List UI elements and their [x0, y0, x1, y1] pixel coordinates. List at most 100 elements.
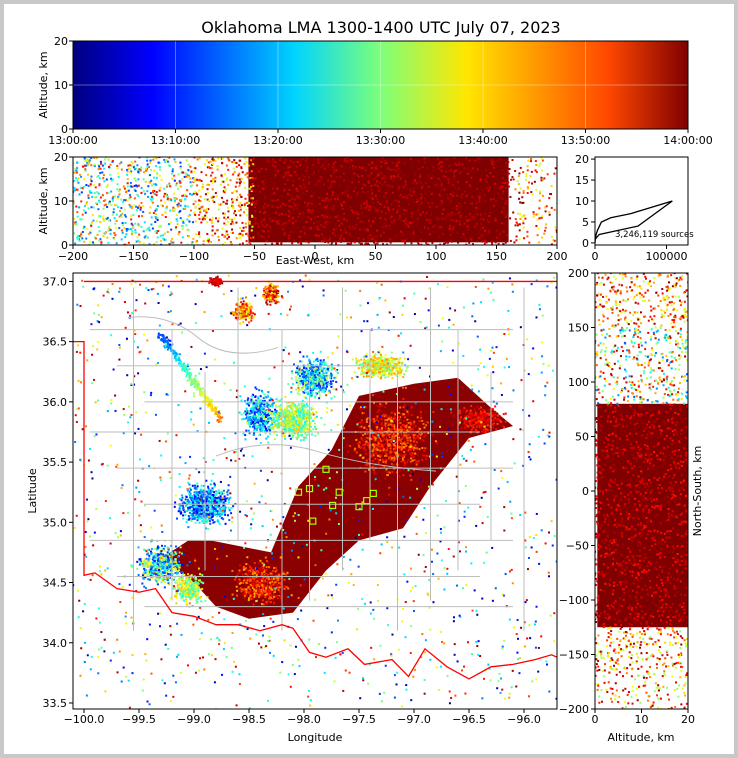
east-west-source-dot — [110, 204, 113, 207]
east-west-source-dot — [168, 182, 171, 185]
lightning-source-dot — [259, 441, 262, 444]
east-west-source-dot — [126, 199, 129, 202]
east-west-source-dot — [173, 197, 176, 200]
lightning-source-dot — [194, 517, 197, 520]
east-west-source-dot — [310, 195, 313, 198]
east-west-source-dot — [245, 240, 248, 243]
east-west-source-dot — [357, 213, 360, 216]
east-west-source-dot — [274, 178, 277, 181]
east-west-source-dot — [552, 239, 555, 242]
lightning-source-dot — [310, 376, 313, 379]
east-west-axis-tick-label: 100 — [426, 250, 447, 263]
lightning-source-dot — [198, 507, 201, 510]
east-west-source-dot — [535, 213, 538, 216]
east-west-source-dot — [219, 183, 222, 186]
east-west-source-dot — [104, 232, 107, 235]
east-west-source-dot — [263, 179, 266, 182]
east-west-source-dot — [96, 175, 99, 178]
east-west-source-dot — [479, 213, 482, 216]
east-west-source-dot — [461, 163, 464, 166]
lightning-source-dot — [254, 405, 257, 408]
east-west-source-dot — [514, 224, 517, 227]
east-west-source-dot — [203, 198, 206, 201]
east-west-source-dot — [311, 173, 314, 176]
east-west-source-dot — [137, 239, 140, 242]
lightning-source-dot — [170, 567, 173, 570]
east-west-source-dot — [188, 220, 191, 223]
east-west-source-dot — [454, 169, 457, 172]
east-west-source-dot — [541, 215, 544, 218]
lightning-source-dot — [227, 506, 230, 509]
east-west-source-dot — [114, 222, 117, 225]
lightning-source-dot — [309, 383, 312, 386]
lightning-source-dot — [330, 368, 333, 371]
east-west-source-dot — [384, 212, 387, 215]
east-west-source-dot — [274, 199, 277, 202]
lightning-source-dot — [277, 422, 280, 425]
east-west-source-dot — [315, 182, 318, 185]
lightning-source-dot — [315, 387, 318, 390]
east-west-source-dot — [320, 240, 323, 243]
east-west-source-dot — [520, 215, 523, 218]
lightning-source-dot — [317, 366, 320, 369]
east-west-source-dot — [179, 204, 182, 207]
east-west-source-dot — [303, 164, 306, 167]
east-west-source-dot — [448, 178, 451, 181]
east-west-source-dot — [165, 159, 168, 162]
east-west-source-dot — [424, 200, 427, 203]
east-west-source-dot — [95, 196, 98, 199]
east-west-source-dot — [199, 200, 202, 203]
east-west-source-dot — [424, 182, 427, 185]
east-west-source-dot — [454, 162, 457, 165]
lightning-source-dot — [174, 551, 177, 554]
east-west-source-dot — [480, 222, 483, 225]
east-west-source-dot — [230, 231, 233, 234]
east-west-source-dot — [497, 171, 500, 174]
east-west-source-dot — [200, 221, 203, 224]
east-west-source-dot — [532, 215, 535, 218]
east-west-source-dot — [337, 216, 340, 219]
east-west-source-dot — [139, 206, 142, 209]
lightning-source-dot — [306, 385, 309, 388]
lightning-source-dot — [176, 582, 179, 585]
lightning-source-dot — [194, 507, 197, 510]
east-west-source-dot — [324, 222, 327, 225]
lightning-source-dot — [260, 419, 263, 422]
east-west-source-dot — [423, 228, 426, 231]
east-west-source-dot — [136, 236, 139, 239]
east-west-source-dot — [340, 165, 343, 168]
lightning-source-dot — [217, 501, 220, 504]
lightning-source-dot — [322, 386, 325, 389]
east-west-source-dot — [332, 216, 335, 219]
east-west-source-dot — [473, 225, 476, 228]
lightning-source-dot — [289, 426, 292, 429]
east-west-source-dot — [212, 195, 215, 198]
east-west-source-dot — [316, 215, 319, 218]
east-west-source-dot — [225, 188, 228, 191]
lightning-source-dot — [196, 519, 199, 522]
lightning-source-dot — [146, 573, 149, 576]
east-west-source-dot — [193, 211, 196, 214]
east-west-source-dot — [129, 184, 132, 187]
lightning-source-dot — [176, 565, 179, 568]
east-west-source-dot — [267, 230, 270, 233]
lightning-source-dot — [308, 367, 311, 370]
east-west-source-dot — [322, 236, 325, 239]
lightning-source-dot — [275, 410, 278, 413]
lightning-source-dot — [316, 370, 319, 373]
lightning-source-dot — [212, 498, 215, 501]
east-west-source-dot — [151, 227, 154, 230]
lightning-source-dot — [156, 583, 159, 586]
east-west-source-dot — [190, 242, 193, 245]
east-west-source-dot — [97, 168, 100, 171]
east-west-source-dot — [334, 181, 337, 184]
east-west-source-dot — [423, 157, 426, 160]
east-west-source-dot — [207, 238, 210, 241]
east-west-source-dot — [435, 215, 438, 218]
lightning-source-dot — [187, 501, 190, 504]
east-west-source-dot — [295, 170, 298, 173]
lightning-source-dot — [197, 492, 200, 495]
lightning-source-dot — [315, 365, 318, 368]
east-west-source-dot — [385, 200, 388, 203]
lightning-source-dot — [217, 499, 220, 502]
